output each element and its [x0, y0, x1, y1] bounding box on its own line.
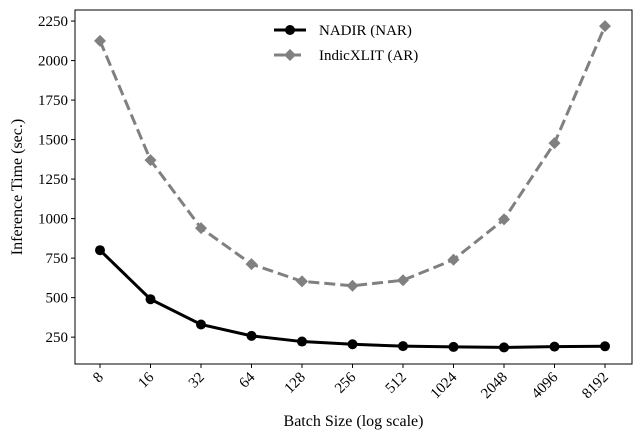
data-point — [347, 339, 358, 350]
data-point — [94, 34, 106, 47]
legend-label: IndicXLIT (AR) — [319, 48, 418, 64]
x-tick-label: 256 — [332, 369, 360, 397]
y-tick-label: 750 — [46, 251, 69, 267]
legend-entry: IndicXLIT (AR) — [274, 48, 418, 64]
data-point — [245, 258, 258, 271]
data-point — [196, 319, 206, 330]
data-point — [448, 341, 459, 352]
data-point — [599, 20, 611, 33]
y-tick-label: 500 — [46, 291, 69, 307]
x-tick-label: 2048 — [478, 370, 511, 403]
series-indicxlit — [94, 20, 611, 292]
x-tick-label: 8192 — [579, 370, 612, 403]
series-line — [98, 249, 606, 349]
series-line — [98, 25, 607, 288]
x-tick-label: 16 — [135, 369, 157, 391]
legend-marker — [284, 49, 296, 61]
y-tick-label: 2250 — [38, 14, 68, 30]
data-point — [346, 279, 359, 292]
data-point — [95, 245, 105, 256]
x-tick-label: 1024 — [428, 369, 461, 402]
x-tick-label: 128 — [282, 370, 309, 397]
data-point — [548, 137, 561, 150]
y-tick-label: 250 — [46, 330, 69, 346]
data-point — [498, 213, 510, 226]
data-point — [549, 341, 560, 352]
data-point — [499, 342, 509, 353]
data-point — [296, 275, 308, 288]
data-point — [195, 222, 207, 235]
y-tick-label: 1000 — [38, 212, 68, 228]
data-point — [447, 253, 460, 266]
y-axis-label: Inference Time (sec.) — [9, 119, 26, 255]
plot-frame — [74, 9, 633, 365]
x-tick-label: 512 — [383, 370, 410, 397]
data-point — [144, 154, 157, 167]
x-tick-label: 8 — [90, 370, 107, 387]
x-tick-label: 4096 — [529, 369, 562, 402]
y-tick-label: 1250 — [38, 172, 68, 188]
data-point — [600, 341, 610, 352]
data-point — [398, 341, 408, 352]
x-tick-label: 32 — [186, 370, 208, 392]
data-point — [297, 336, 307, 347]
y-tick-label: 1750 — [38, 93, 68, 109]
y-tick-label: 2000 — [38, 54, 68, 70]
series-nadir — [95, 245, 610, 353]
data-point — [145, 294, 156, 305]
legend-label: NADIR (NAR) — [319, 23, 412, 39]
x-tick-label: 64 — [236, 369, 258, 391]
y-tick-label: 1500 — [38, 133, 68, 149]
data-point — [246, 330, 257, 341]
data-point — [397, 274, 409, 287]
legend-entry: NADIR (NAR) — [274, 23, 412, 39]
legend-marker — [285, 25, 295, 35]
x-axis-label: Batch Size (log scale) — [284, 413, 424, 430]
